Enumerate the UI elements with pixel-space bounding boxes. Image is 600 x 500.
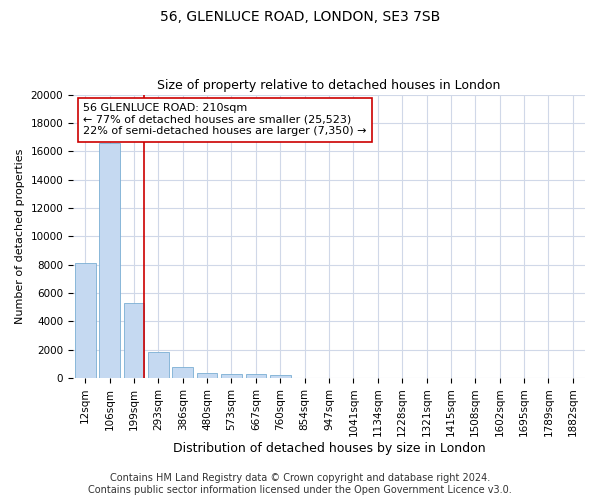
- Bar: [270, 375, 290, 378]
- Y-axis label: Number of detached properties: Number of detached properties: [15, 148, 25, 324]
- Bar: [197, 373, 217, 378]
- Text: 56, GLENLUCE ROAD, LONDON, SE3 7SB: 56, GLENLUCE ROAD, LONDON, SE3 7SB: [160, 10, 440, 24]
- Bar: [99, 142, 120, 378]
- Bar: [75, 263, 95, 378]
- Bar: [148, 352, 169, 378]
- Bar: [124, 303, 145, 378]
- Bar: [172, 368, 193, 378]
- Title: Size of property relative to detached houses in London: Size of property relative to detached ho…: [157, 79, 501, 92]
- Bar: [221, 374, 242, 378]
- Text: Contains HM Land Registry data © Crown copyright and database right 2024.
Contai: Contains HM Land Registry data © Crown c…: [88, 474, 512, 495]
- X-axis label: Distribution of detached houses by size in London: Distribution of detached houses by size …: [173, 442, 485, 455]
- Text: 56 GLENLUCE ROAD: 210sqm
← 77% of detached houses are smaller (25,523)
22% of se: 56 GLENLUCE ROAD: 210sqm ← 77% of detach…: [83, 103, 367, 136]
- Bar: [245, 374, 266, 378]
